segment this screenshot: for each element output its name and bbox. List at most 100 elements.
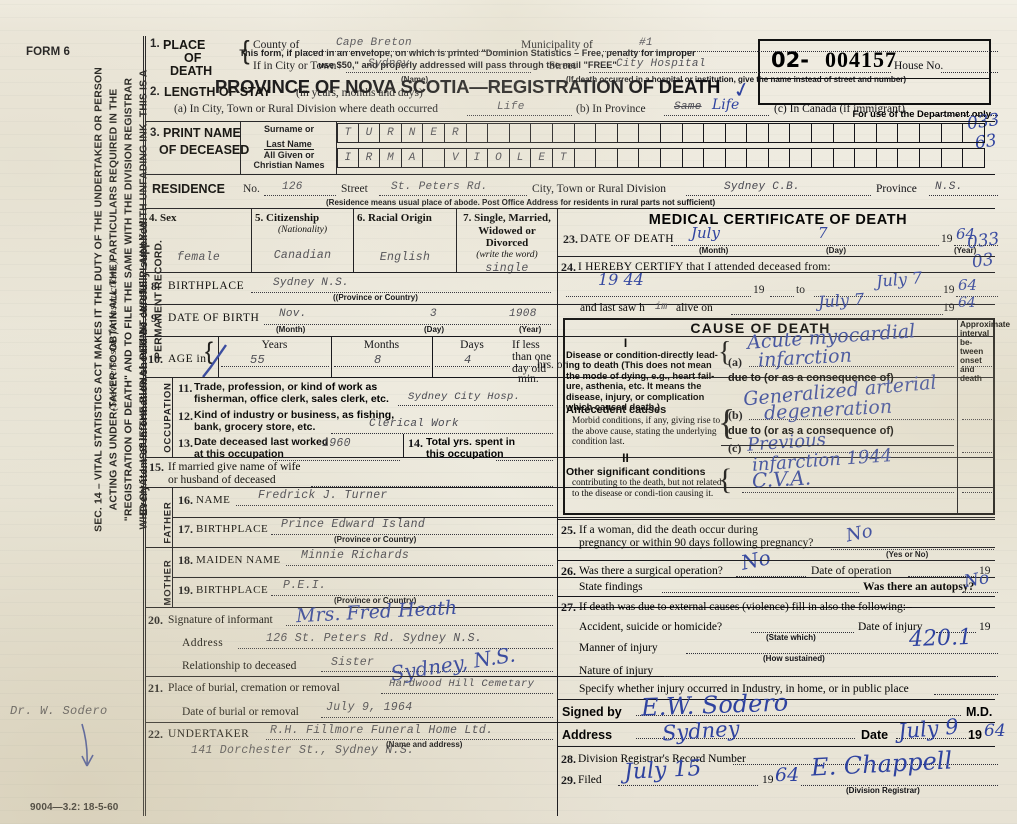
name-letter-cell[interactable] [833, 123, 856, 143]
name-letter-cell[interactable] [920, 148, 942, 168]
manner-field[interactable] [686, 641, 998, 654]
spouse-field[interactable] [311, 474, 553, 487]
burial-date-field[interactable]: July 9, 1964 [321, 701, 553, 718]
name-letter-cell[interactable] [876, 123, 899, 143]
name-letter-cell[interactable] [898, 123, 921, 143]
name-letter-cell[interactable]: R [380, 123, 402, 143]
pregnancy-field[interactable] [831, 537, 994, 550]
name-letter-cell[interactable] [768, 123, 791, 143]
name-letter-cell[interactable]: T [552, 148, 575, 168]
nature-field[interactable] [664, 664, 998, 677]
name-letter-cell[interactable] [682, 123, 705, 143]
burial-place-field[interactable]: Hardwood Hill Cemetary [381, 678, 553, 694]
certify-from-field[interactable] [566, 283, 751, 297]
name-letter-cell[interactable]: N [401, 123, 424, 143]
age-months-field[interactable] [334, 366, 430, 367]
name-letter-cell[interactable] [725, 123, 748, 143]
municipality-field[interactable]: #1 [603, 37, 998, 52]
registrar-sig-field[interactable] [801, 773, 998, 786]
name-letter-cell[interactable] [747, 148, 769, 168]
name-letter-cell[interactable] [466, 123, 489, 143]
name-letter-cell[interactable] [812, 123, 834, 143]
name-letter-cell[interactable]: R [358, 148, 381, 168]
informant-sig-field[interactable] [286, 613, 553, 626]
name-letter-cell[interactable] [423, 148, 445, 168]
city-field[interactable]: Sydney [346, 58, 531, 73]
name-letter-cell[interactable] [509, 123, 532, 143]
name-letter-cell[interactable] [768, 148, 791, 168]
undertaker-field[interactable]: R.H. Fillmore Funeral Home Ltd. [266, 724, 553, 740]
personal-cell-value[interactable]: single [485, 261, 529, 275]
name-letter-cell[interactable] [963, 123, 985, 143]
cause-b-field[interactable] [749, 418, 954, 420]
name-letter-cell[interactable] [704, 148, 726, 168]
father-name-field[interactable]: Fredrick J. Turner [236, 489, 553, 506]
informant-relationship-field[interactable]: Sister [321, 656, 553, 672]
signed-by-field[interactable] [636, 714, 961, 716]
occ12-field[interactable]: Clerical Work [331, 418, 553, 434]
record-field[interactable] [733, 752, 998, 765]
name-letter-cell[interactable]: T [337, 123, 359, 143]
name-letter-cell[interactable]: I [337, 148, 359, 168]
name-letter-cell[interactable] [941, 148, 964, 168]
stay-b-field[interactable]: Same Life [664, 97, 769, 116]
stay-a-field[interactable]: Life [467, 101, 572, 116]
street-field[interactable]: City Hospital [589, 58, 891, 73]
cause-a-field[interactable] [749, 365, 954, 367]
residence-street-field[interactable]: St. Peters Rd. [379, 181, 527, 196]
certify-to-field[interactable] [814, 283, 941, 297]
personal-cell-value[interactable]: female [176, 250, 221, 264]
stay-c-field[interactable] [934, 102, 998, 116]
interval-c-field[interactable] [962, 451, 992, 453]
name-letter-cell[interactable] [660, 148, 683, 168]
mother-maiden-field[interactable]: Minnie Richards [286, 549, 553, 566]
father-birthplace-field[interactable]: Prince Edward Island [271, 518, 553, 535]
name-letter-cell[interactable] [855, 123, 877, 143]
age-hours-field[interactable] [514, 366, 536, 367]
name-letter-cell[interactable]: U [358, 123, 381, 143]
name-letter-cell[interactable] [855, 148, 877, 168]
name-letter-cell[interactable] [682, 148, 705, 168]
house-no-field[interactable] [941, 59, 998, 73]
residence-province-field[interactable]: N.S. [929, 181, 998, 196]
interval-other-field[interactable] [962, 491, 992, 493]
name-letter-cell[interactable] [725, 148, 748, 168]
age-days-field[interactable] [435, 366, 510, 367]
name-letter-cell[interactable] [617, 123, 640, 143]
name-letter-cell[interactable] [488, 123, 510, 143]
name-letter-cell[interactable] [898, 148, 921, 168]
birthplace-field[interactable]: Sydney N.S. [251, 277, 551, 293]
personal-cell-value[interactable]: English [379, 250, 431, 264]
last-saw-field[interactable] [731, 301, 943, 315]
name-letter-cell[interactable] [747, 123, 769, 143]
specify-field[interactable] [934, 682, 998, 695]
residence-city-field[interactable]: Sydney C.B. [686, 181, 871, 196]
name-letter-cell[interactable] [639, 148, 661, 168]
name-letter-cell[interactable]: E [531, 148, 553, 168]
name-letter-cell[interactable] [790, 148, 813, 168]
occ11-field[interactable]: Sydney City Hosp. [398, 391, 553, 406]
name-letter-cell[interactable] [531, 123, 553, 143]
name-letter-cell[interactable] [574, 123, 597, 143]
name-letter-cell[interactable] [574, 148, 597, 168]
physician-date-field[interactable] [896, 737, 966, 739]
name-letter-cell[interactable] [876, 148, 899, 168]
physician-address-field[interactable] [636, 737, 855, 739]
name-letter-cell[interactable]: V [444, 148, 467, 168]
cause-c-field[interactable] [749, 451, 954, 453]
dod-field[interactable] [671, 232, 939, 246]
cause-other-field[interactable] [742, 491, 954, 493]
surgery-field[interactable] [736, 564, 806, 577]
occ14-field[interactable] [496, 448, 553, 461]
interval-a-field[interactable] [962, 365, 992, 367]
name-letter-cell[interactable] [790, 123, 813, 143]
autopsy-field[interactable] [962, 580, 998, 593]
mother-birthplace-field[interactable]: P.E.I. [271, 579, 553, 596]
name-letter-cell[interactable]: I [466, 148, 489, 168]
name-letter-cell[interactable]: E [423, 123, 445, 143]
informant-address-field[interactable]: 126 St. Peters Rd. Sydney N.S. [238, 632, 553, 649]
name-letter-cell[interactable]: L [509, 148, 532, 168]
occ13-field[interactable] [273, 448, 400, 461]
